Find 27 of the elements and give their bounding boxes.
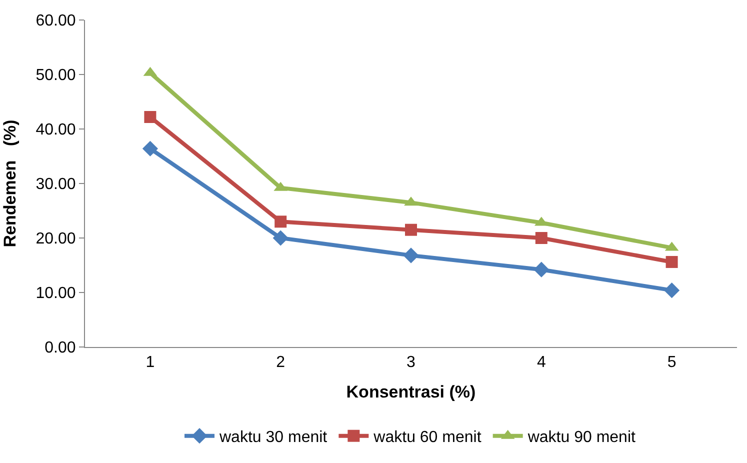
point bbox=[664, 282, 680, 298]
x-tick-label: 3 bbox=[406, 354, 416, 372]
x-tick-label: 1 bbox=[146, 354, 155, 372]
legend-label: waktu 60 menit bbox=[372, 429, 482, 446]
y-tick-label: 30.00 bbox=[36, 176, 76, 194]
point bbox=[142, 140, 158, 156]
point bbox=[144, 111, 156, 124]
point bbox=[274, 216, 287, 228]
point bbox=[535, 232, 548, 244]
legend-label: waktu 30 menit bbox=[218, 429, 328, 446]
x-tick-label: 5 bbox=[667, 354, 676, 372]
y-axis-title: Rendemen (%) bbox=[0, 120, 20, 248]
y-tick-label: 50.00 bbox=[36, 67, 76, 84]
x-tick-label: 2 bbox=[276, 354, 286, 372]
x-axis-title: Konsentrasi (%) bbox=[346, 382, 476, 402]
y-tick-label: 10.00 bbox=[36, 285, 76, 302]
legend-label: waktu 90 menit bbox=[526, 429, 636, 446]
point bbox=[403, 248, 419, 264]
y-tick-label: 0.00 bbox=[44, 340, 76, 357]
point bbox=[272, 230, 288, 246]
y-tick-label: 20.00 bbox=[36, 230, 76, 248]
y-tick-label: 60.00 bbox=[36, 12, 76, 30]
point bbox=[405, 224, 417, 236]
x-tick-label: 4 bbox=[536, 354, 546, 372]
y-tick-label: 40.00 bbox=[36, 122, 76, 139]
point bbox=[534, 262, 550, 278]
point bbox=[666, 256, 678, 268]
